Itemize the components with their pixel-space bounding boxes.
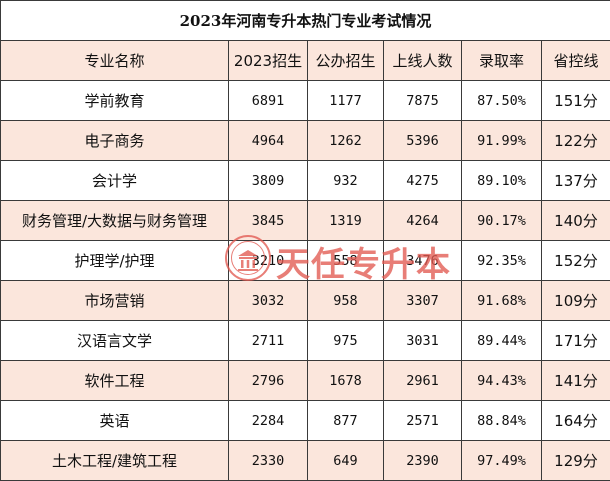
major-cell: 英语 [0, 400, 229, 441]
passed-cell: 5396 [383, 120, 462, 161]
table-row: 学前教育 6891 1177 7875 87.50% 151分 [0, 80, 610, 121]
public-cell: 1177 [307, 80, 384, 121]
line-cell: 129分 [541, 440, 610, 481]
enrollment-cell: 3210 [228, 240, 308, 281]
header-control-line: 省控线 [541, 40, 610, 81]
rate-cell: 94.43% [461, 360, 542, 401]
major-cell: 汉语言文学 [0, 320, 229, 361]
public-cell: 975 [307, 320, 384, 361]
rate-cell: 87.50% [461, 80, 542, 121]
enrollment-cell: 3032 [228, 280, 308, 321]
table-title: 2023年河南专升本热门专业考试情况 [0, 0, 610, 41]
rate-cell: 89.10% [461, 160, 542, 201]
line-cell: 140分 [541, 200, 610, 241]
public-cell: 558 [307, 240, 384, 281]
table-row: 汉语言文学 2711 975 3031 89.44% 171分 [0, 320, 610, 361]
enrollment-cell: 2796 [228, 360, 308, 401]
major-cell: 土木工程/建筑工程 [0, 440, 229, 481]
line-cell: 122分 [541, 120, 610, 161]
major-cell: 软件工程 [0, 360, 229, 401]
public-cell: 649 [307, 440, 384, 481]
major-cell: 会计学 [0, 160, 229, 201]
enrollment-cell: 3809 [228, 160, 308, 201]
public-cell: 958 [307, 280, 384, 321]
table-row: 电子商务 4964 1262 5396 91.99% 122分 [0, 120, 610, 161]
line-cell: 164分 [541, 400, 610, 441]
header-enrollment-2023: 2023招生 [228, 40, 308, 81]
header-row: 专业名称 2023招生 公办招生 上线人数 录取率 省控线 [0, 40, 610, 81]
table-row: 市场营销 3032 958 3307 91.68% 109分 [0, 280, 610, 321]
enrollment-cell: 4964 [228, 120, 308, 161]
header-admission-rate: 录取率 [461, 40, 542, 81]
table-row: 会计学 3809 932 4275 89.10% 137分 [0, 160, 610, 201]
rate-cell: 89.44% [461, 320, 542, 361]
table-row: 土木工程/建筑工程 2330 649 2390 97.49% 129分 [0, 440, 610, 481]
major-cell: 护理学/护理 [0, 240, 229, 281]
passed-cell: 2390 [383, 440, 462, 481]
line-cell: 141分 [541, 360, 610, 401]
passed-cell: 7875 [383, 80, 462, 121]
table-row: 英语 2284 877 2571 88.84% 164分 [0, 400, 610, 441]
enrollment-cell: 2330 [228, 440, 308, 481]
public-cell: 877 [307, 400, 384, 441]
enrollment-cell: 6891 [228, 80, 308, 121]
rate-cell: 92.35% [461, 240, 542, 281]
enrollment-cell: 2284 [228, 400, 308, 441]
table-row: 财务管理/大数据与财务管理 3845 1319 4264 90.17% 140分 [0, 200, 610, 241]
public-cell: 1319 [307, 200, 384, 241]
passed-cell: 3476 [383, 240, 462, 281]
major-cell: 学前教育 [0, 80, 229, 121]
passed-cell: 4275 [383, 160, 462, 201]
major-cell: 电子商务 [0, 120, 229, 161]
rate-cell: 91.68% [461, 280, 542, 321]
public-cell: 1678 [307, 360, 384, 401]
line-cell: 137分 [541, 160, 610, 201]
enrollment-cell: 2711 [228, 320, 308, 361]
line-cell: 151分 [541, 80, 610, 121]
passed-cell: 2961 [383, 360, 462, 401]
table-row: 软件工程 2796 1678 2961 94.43% 141分 [0, 360, 610, 401]
passed-cell: 2571 [383, 400, 462, 441]
passed-cell: 3307 [383, 280, 462, 321]
table-row: 护理学/护理 3210 558 3476 92.35% 152分 [0, 240, 610, 281]
enrollment-cell: 3845 [228, 200, 308, 241]
line-cell: 109分 [541, 280, 610, 321]
title-row: 2023年河南专升本热门专业考试情况 [0, 0, 610, 41]
header-major: 专业名称 [0, 40, 229, 81]
public-cell: 932 [307, 160, 384, 201]
passed-cell: 4264 [383, 200, 462, 241]
header-public-enrollment: 公办招生 [307, 40, 384, 81]
header-passed-count: 上线人数 [383, 40, 462, 81]
rate-cell: 90.17% [461, 200, 542, 241]
table-body: 学前教育 6891 1177 7875 87.50% 151分 电子商务 4964 1262 53… [0, 80, 610, 481]
rate-cell: 91.99% [461, 120, 542, 161]
rate-cell: 88.84% [461, 400, 542, 441]
line-cell: 152分 [541, 240, 610, 281]
line-cell: 171分 [541, 320, 610, 361]
major-cell: 财务管理/大数据与财务管理 [0, 200, 229, 241]
passed-cell: 3031 [383, 320, 462, 361]
major-cell: 市场营销 [0, 280, 229, 321]
rate-cell: 97.49% [461, 440, 542, 481]
public-cell: 1262 [307, 120, 384, 161]
